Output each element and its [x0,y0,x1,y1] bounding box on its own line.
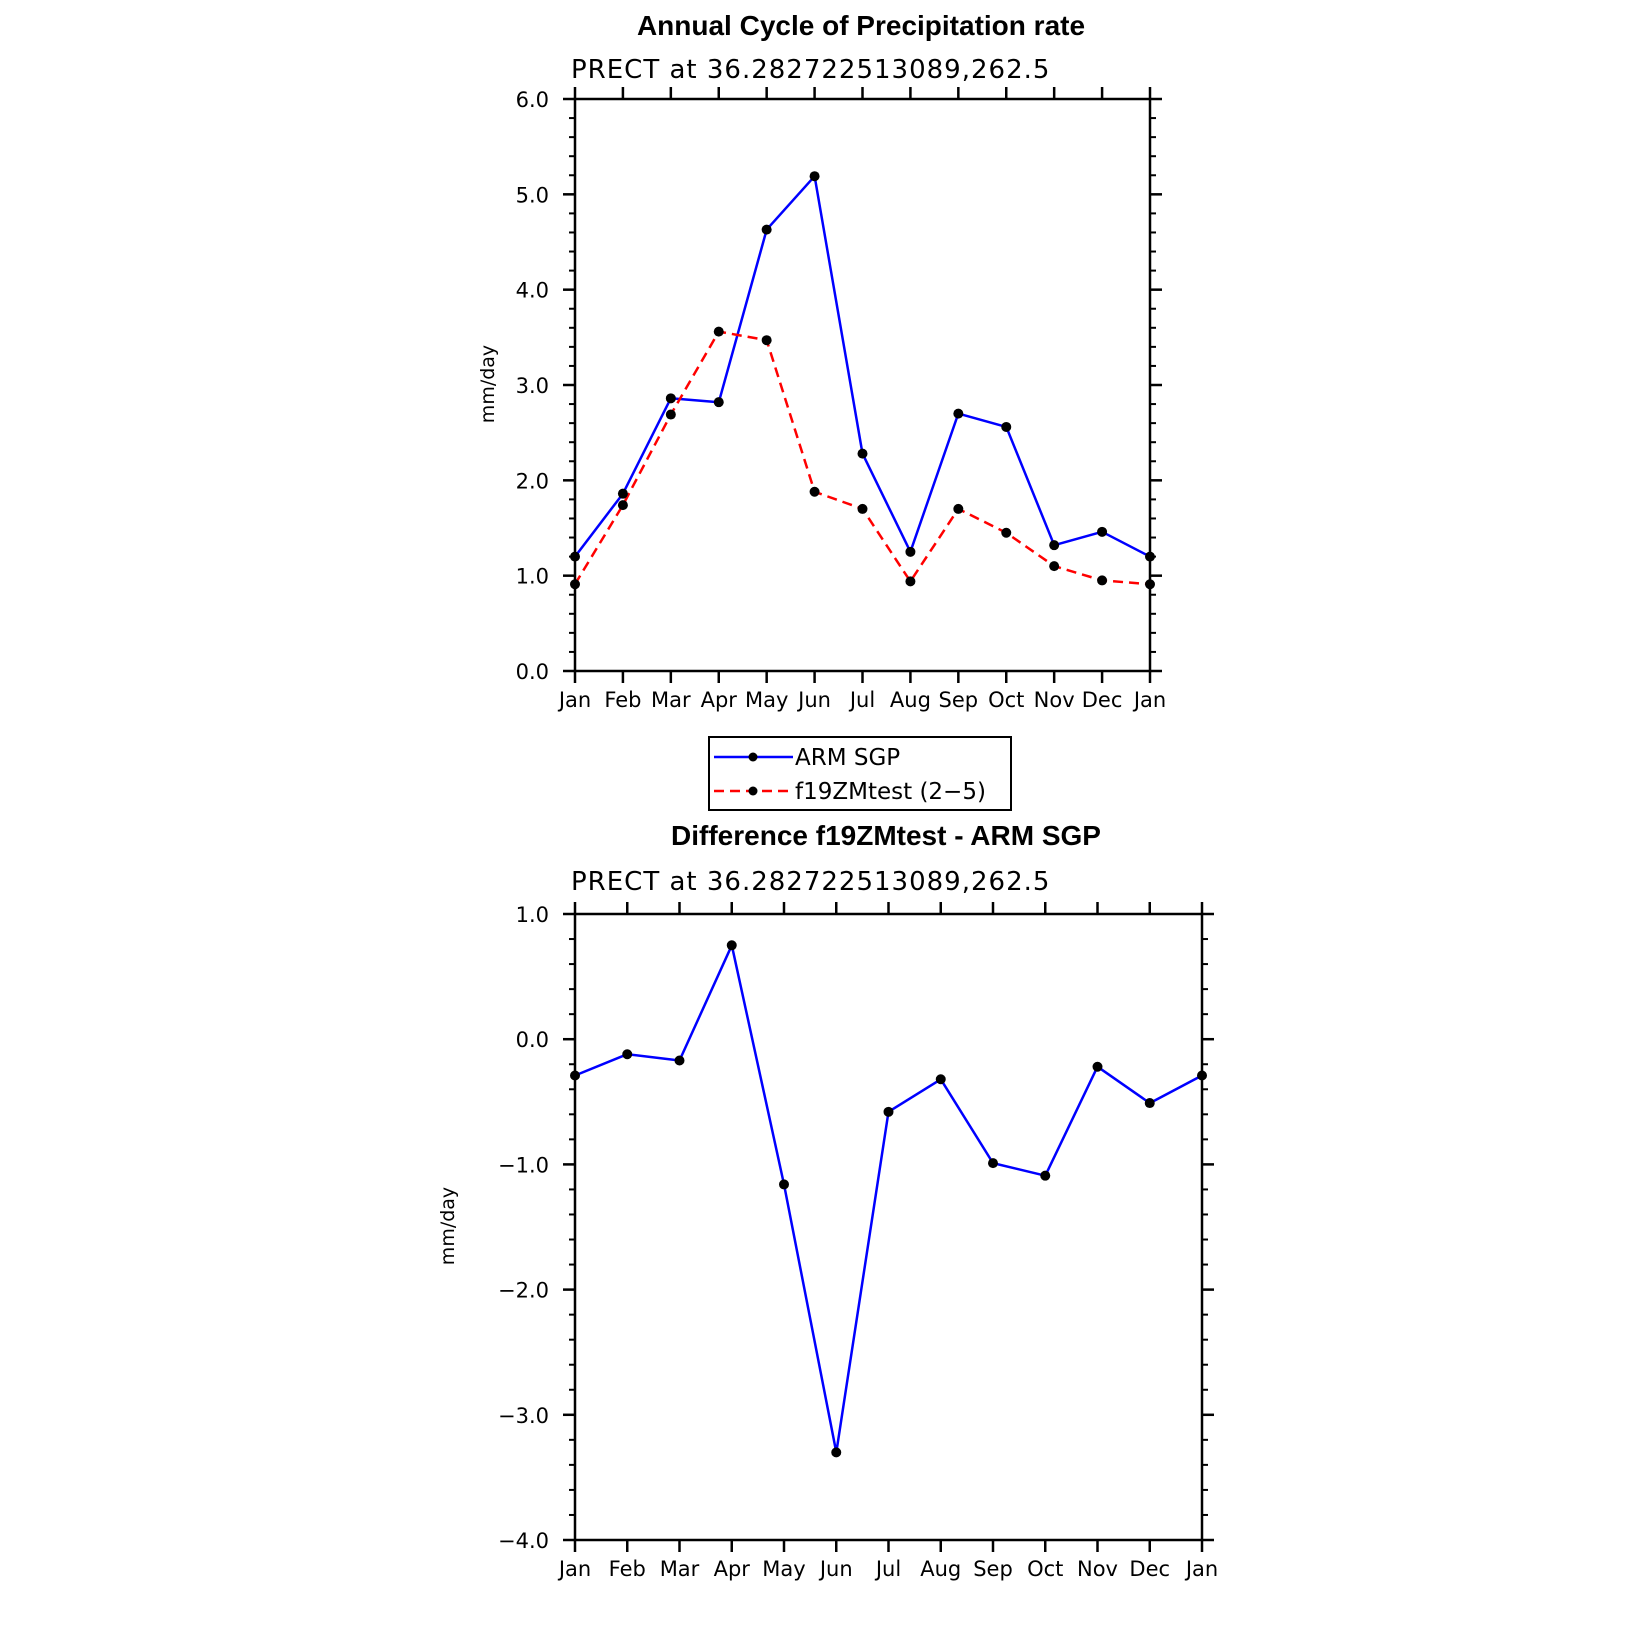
y-axis-label: mm/day [437,1187,459,1265]
data-point-series-0 [809,171,820,182]
y-tick-label: 0.0 [516,660,549,684]
x-tick-label: Jun [818,1557,853,1581]
x-tick-label: Jan [1132,688,1166,712]
y-tick-label: 6.0 [516,88,549,112]
y-tick-label: −3.0 [498,1404,549,1428]
data-point-series-1 [953,503,964,514]
data-point-series-0 [665,393,676,404]
x-tick-label: Mar [651,688,691,712]
x-tick-label: Jan [1184,1557,1218,1581]
y-tick-label: −2.0 [498,1279,549,1303]
data-point-series-0 [935,1074,946,1085]
legend-box [708,736,1012,811]
data-point-series-1 [570,579,580,590]
data-point-series-1 [857,503,868,514]
legend-marker-arm-sgp [748,752,758,762]
x-tick-label: Nov [1077,1557,1118,1581]
y-tick-label: −4.0 [498,1529,549,1553]
data-point-series-1 [1097,575,1108,586]
data-point-series-1 [809,486,820,497]
x-tick-label: Apr [701,688,738,712]
y-tick-label: 4.0 [516,279,549,303]
legend-marker-f19zmtest [748,786,758,796]
chart-subtitle: PRECT at 36.282722513089,262.5 [571,867,1050,897]
data-point-series-0 [1097,526,1108,537]
data-point-series-0 [617,488,628,499]
y-tick-label: 5.0 [516,183,549,207]
legend-label-arm-sgp: ARM SGP [795,745,900,771]
data-point-series-0 [857,448,868,459]
x-tick-label: Aug [920,1557,961,1581]
data-point-series-0 [726,940,737,951]
x-tick-label: Jul [874,1557,901,1581]
data-point-series-0 [674,1055,685,1066]
y-tick-label: 1.0 [516,903,549,927]
plot-area: −4.0 −3.0 −2.0 −1.0 0.0 1.0 Jan Feb Mar Apr May Jun… [498,902,1218,1581]
data-point-series-0 [988,1158,998,1169]
data-point-series-0 [1001,421,1012,432]
data-point-series-1 [1001,527,1012,538]
data-point-series-1 [1145,579,1155,590]
x-tick-label: Feb [604,688,641,712]
series-line-0 [574,174,1151,558]
data-point-series-0 [570,1070,580,1081]
plot-frame [573,97,1152,673]
data-point-series-0 [831,1447,842,1458]
x-tick-label: Aug [890,688,931,712]
data-point-series-0 [570,551,580,562]
data-point-series-0 [779,1179,789,1190]
plot-area: 0.0 1.0 2.0 3.0 4.0 5.0 6.0 Jan Feb Mar Apr May Jun J… [516,87,1166,712]
x-tick-label: Oct [1027,1557,1063,1581]
x-tick-label: Dec [1082,688,1123,712]
x-tick-label: Mar [660,1557,700,1581]
x-tick-label: May [745,688,788,712]
x-tick-label: Jan [557,688,591,712]
x-tick-label: Jan [557,1557,591,1581]
data-point-series-0 [1145,551,1155,562]
data-point-series-0 [713,397,724,408]
legend-label-f19zmtest: f19ZMtest (2−5) [795,779,986,805]
x-tick-label: Feb [609,1557,646,1581]
data-point-series-1 [713,326,724,337]
x-tick-label: Dec [1129,1557,1170,1581]
plot-frame [573,912,1204,1542]
x-tick-label: Jul [848,688,875,712]
x-tick-label: Nov [1034,688,1075,712]
data-point-series-1 [761,335,772,346]
x-tick-label: Sep [939,688,979,712]
x-tick-label: Oct [988,688,1024,712]
x-tick-label: Sep [973,1557,1013,1581]
precip-annual-cycle-chart: Annual Cycle of Precipitation rate PRECT… [477,10,1166,712]
data-point-series-0 [1197,1070,1207,1081]
x-tick-label: Jun [796,688,831,712]
data-point-series-1 [905,576,916,587]
data-point-series-0 [953,408,964,419]
difference-chart: Difference f19ZMtest - ARM SGP PRECT at … [437,820,1218,1581]
x-tick-label: May [762,1557,805,1581]
y-tick-label: −1.0 [498,1153,549,1177]
legend: ARM SGP f19ZMtest (2−5) [708,736,1012,811]
data-point-series-1 [617,500,628,511]
data-point-series-0 [883,1106,894,1117]
y-tick-label: 3.0 [516,374,549,398]
y-axis-label: mm/day [477,345,499,423]
series-line-0 [574,944,1203,1454]
data-point-series-0 [1144,1098,1155,1109]
data-point-series-0 [1092,1061,1103,1072]
data-point-series-0 [905,546,916,557]
y-tick-label: 0.0 [516,1028,549,1052]
data-point-series-1 [1049,561,1060,572]
y-tick-label: 1.0 [516,565,549,589]
data-point-series-0 [1040,1170,1051,1181]
chart-subtitle: PRECT at 36.282722513089,262.5 [571,55,1050,85]
chart-title: Annual Cycle of Precipitation rate [637,10,1085,41]
x-tick-label: Apr [714,1557,751,1581]
data-point-series-0 [622,1049,633,1060]
data-point-series-1 [665,409,676,420]
chart-title: Difference f19ZMtest - ARM SGP [671,820,1101,851]
y-tick-label: 2.0 [516,469,549,493]
data-point-series-0 [761,224,772,235]
data-point-series-0 [1049,540,1060,551]
